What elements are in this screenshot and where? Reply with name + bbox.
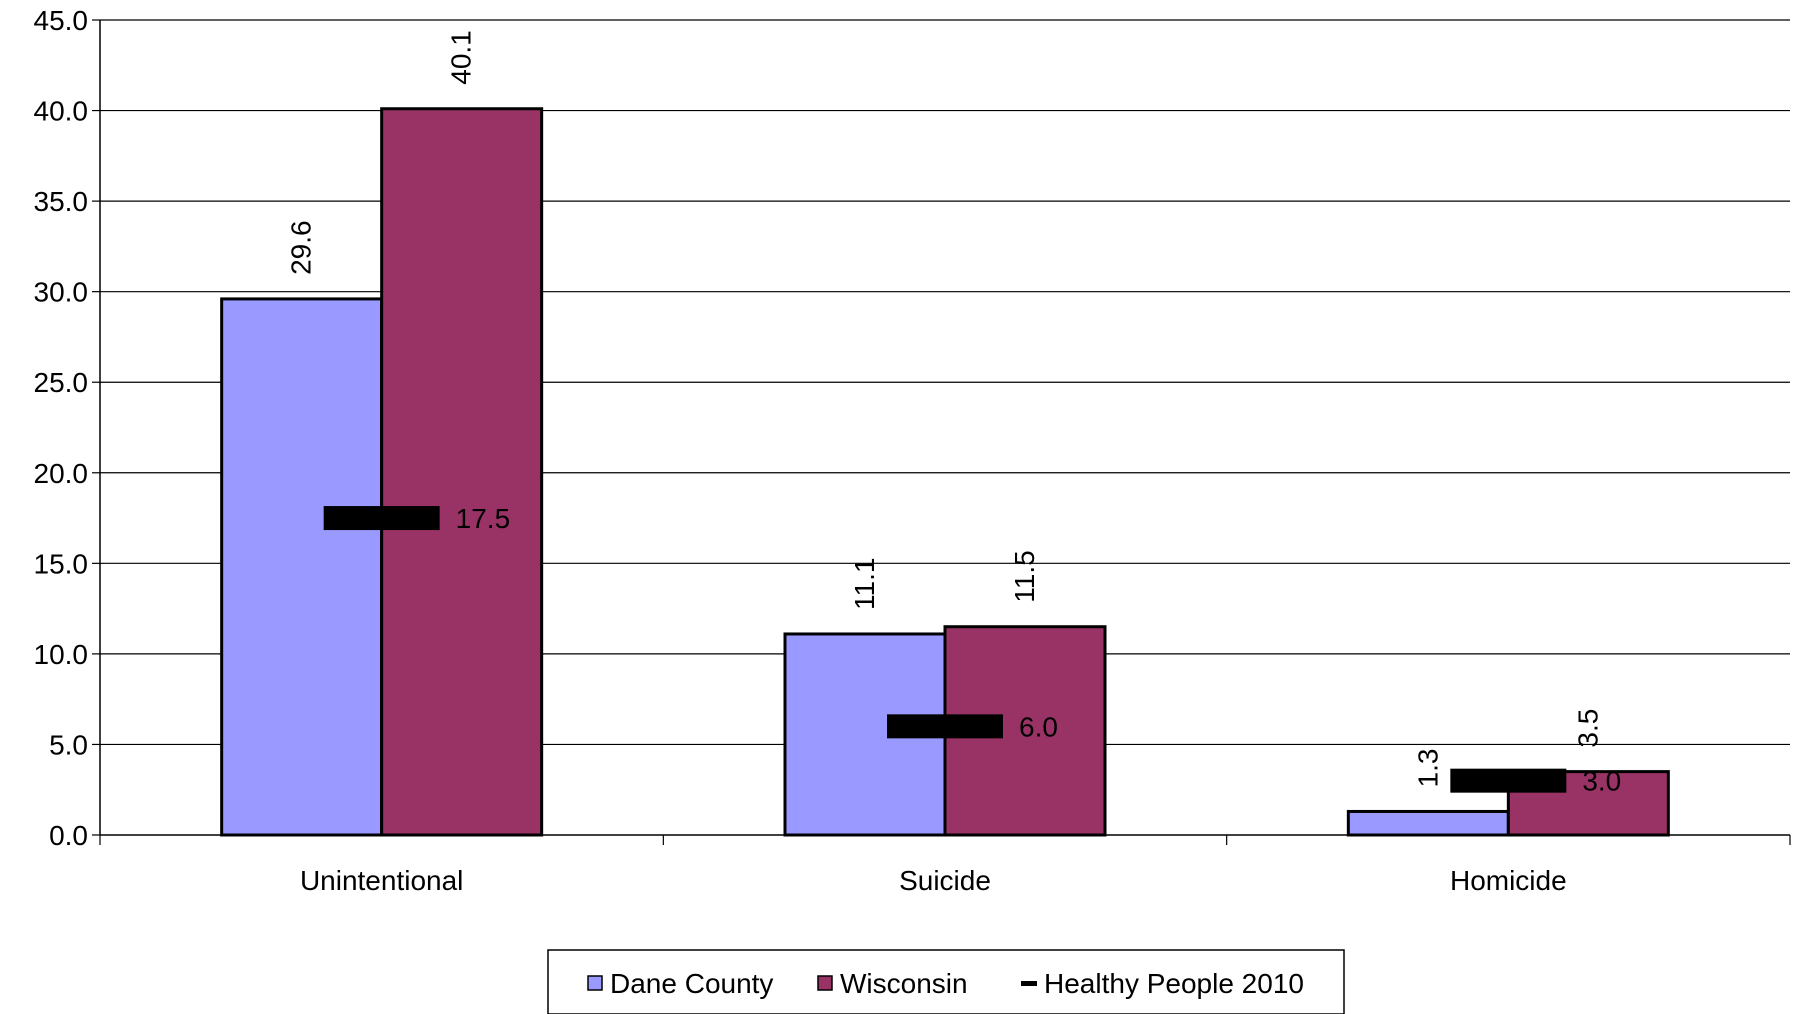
target-label: 17.5 [456, 503, 511, 534]
legend-label-wisconsin: Wisconsin [840, 968, 968, 999]
target-markers [323, 506, 1567, 793]
legend-box [547, 949, 1345, 1014]
bar-dane-county [220, 297, 384, 837]
y-tick-label: 25.0 [34, 367, 89, 398]
legend-swatch-dane-county [587, 975, 603, 991]
y-tick-label: 5.0 [49, 729, 88, 760]
target-marker [323, 506, 440, 531]
y-tick-label: 40.0 [34, 96, 89, 127]
x-category-label: Suicide [899, 865, 991, 896]
y-tick-label: 15.0 [34, 548, 89, 579]
data-label-wisconsin: 40.1 [446, 30, 477, 84]
legend-swatch-wisconsin [817, 975, 833, 991]
bar-dane-county [1346, 809, 1510, 837]
target-marker [1450, 768, 1567, 793]
y-tick-label: 0.0 [49, 820, 88, 851]
data-label-wisconsin: 11.5 [1009, 550, 1040, 602]
bars [220, 107, 1670, 837]
x-category-label: Unintentional [300, 865, 463, 896]
data-label-dane-county: 29.6 [286, 220, 317, 275]
y-tick-label: 10.0 [34, 639, 89, 670]
data-label-wisconsin: 3.5 [1572, 709, 1603, 748]
target-label: 3.0 [1582, 766, 1621, 797]
legend-label-healthy-people-2010: Healthy People 2010 [1044, 968, 1304, 999]
bar-wisconsin [380, 107, 544, 837]
y-tick-label: 20.0 [34, 458, 89, 489]
data-label-dane-county: 1.3 [1412, 749, 1443, 788]
data-labels: 29.6 40.1 17.5 11.1 11.5 6.0 1.3 3.5 3.0 [286, 30, 1622, 796]
legend: Dane County Wisconsin Healthy People 201… [547, 949, 1345, 1014]
y-tick-label: 35.0 [34, 186, 89, 217]
data-label-dane-county: 11.1 [849, 558, 880, 610]
legend-label-dane-county: Dane County [610, 968, 773, 999]
legend-swatch-healthy-people-2010 [1021, 981, 1037, 986]
target-marker [887, 714, 1003, 739]
y-tick-label: 30.0 [34, 277, 89, 308]
target-label: 6.0 [1019, 711, 1058, 742]
y-tick-label: 45.0 [34, 5, 89, 36]
x-category-label: Homicide [1450, 865, 1567, 896]
